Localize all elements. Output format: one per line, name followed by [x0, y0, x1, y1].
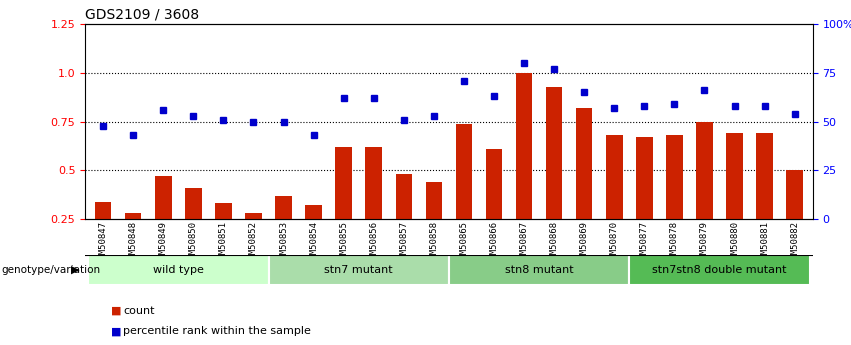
Bar: [125, 213, 141, 268]
Bar: [636, 137, 653, 268]
Text: GSM50868: GSM50868: [550, 221, 558, 264]
Bar: [606, 135, 623, 268]
Bar: [89, 255, 269, 285]
Text: GSM50869: GSM50869: [580, 221, 589, 264]
Text: GSM50851: GSM50851: [219, 221, 228, 264]
Text: GSM50857: GSM50857: [399, 221, 408, 264]
Text: GSM50870: GSM50870: [610, 221, 619, 264]
Text: ■: ■: [111, 306, 121, 315]
Bar: [215, 204, 231, 268]
Text: GSM50849: GSM50849: [159, 221, 168, 264]
Bar: [448, 255, 629, 285]
Bar: [269, 255, 448, 285]
Text: percentile rank within the sample: percentile rank within the sample: [123, 326, 311, 336]
Bar: [666, 135, 683, 268]
Text: GSM50852: GSM50852: [249, 221, 258, 264]
Text: GSM50877: GSM50877: [640, 221, 648, 264]
Bar: [486, 149, 502, 268]
Bar: [94, 201, 111, 268]
Text: GSM50866: GSM50866: [489, 221, 499, 264]
Text: GSM50855: GSM50855: [340, 221, 348, 264]
Bar: [306, 205, 322, 268]
Text: wild type: wild type: [153, 265, 203, 275]
Text: GSM50880: GSM50880: [730, 221, 739, 264]
Text: GSM50867: GSM50867: [520, 221, 528, 264]
Text: GSM50878: GSM50878: [670, 221, 679, 264]
Text: GSM50847: GSM50847: [99, 221, 107, 264]
Text: GSM50881: GSM50881: [760, 221, 769, 264]
Text: GSM50858: GSM50858: [430, 221, 438, 264]
Text: GSM50853: GSM50853: [279, 221, 288, 264]
Bar: [245, 213, 262, 268]
Bar: [426, 182, 443, 268]
Bar: [629, 255, 809, 285]
Bar: [275, 196, 292, 268]
Text: GSM50850: GSM50850: [189, 221, 197, 264]
Text: count: count: [123, 306, 155, 315]
Bar: [576, 108, 592, 268]
Bar: [335, 147, 352, 268]
Bar: [696, 122, 713, 268]
Bar: [155, 176, 172, 268]
Bar: [396, 174, 412, 268]
Bar: [726, 133, 743, 268]
Text: stn8 mutant: stn8 mutant: [505, 265, 574, 275]
Bar: [757, 133, 773, 268]
Bar: [545, 87, 563, 268]
Text: GDS2109 / 3608: GDS2109 / 3608: [85, 8, 199, 22]
Text: GSM50856: GSM50856: [369, 221, 378, 264]
Text: GSM50879: GSM50879: [700, 221, 709, 264]
Bar: [786, 170, 803, 268]
Text: genotype/variation: genotype/variation: [2, 265, 100, 275]
Text: stn7stn8 double mutant: stn7stn8 double mutant: [652, 265, 786, 275]
Bar: [365, 147, 382, 268]
Bar: [516, 73, 533, 268]
Text: ■: ■: [111, 326, 121, 336]
Text: GSM50865: GSM50865: [460, 221, 468, 264]
Bar: [455, 124, 472, 268]
Bar: [185, 188, 202, 268]
Text: GSM50882: GSM50882: [791, 221, 799, 264]
Text: stn7 mutant: stn7 mutant: [324, 265, 393, 275]
Text: ▶: ▶: [71, 265, 79, 275]
Text: GSM50854: GSM50854: [309, 221, 318, 264]
Text: GSM50848: GSM50848: [129, 221, 138, 264]
